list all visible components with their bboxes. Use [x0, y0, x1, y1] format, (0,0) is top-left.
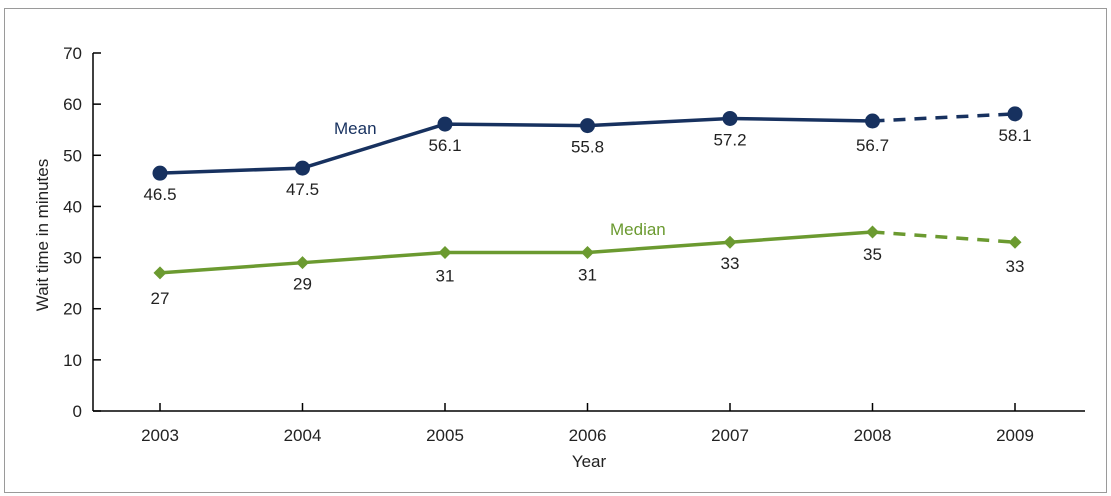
- y-tick-label: 50: [63, 146, 82, 165]
- data-label-median: 31: [578, 265, 597, 284]
- axes: 0 10 20 30 40 50 60 70 2003 2004 2005 2006 2007 2008 2…: [63, 44, 1085, 445]
- x-tick-label: 2003: [141, 426, 179, 445]
- data-label-mean: 57.2: [713, 130, 746, 149]
- data-label-median: 33: [721, 254, 740, 273]
- series-label-mean: Mean: [334, 119, 377, 138]
- data-label-mean: 55.8: [571, 138, 604, 157]
- x-tick-label: 2007: [711, 426, 749, 445]
- y-tick-label: 40: [63, 197, 82, 216]
- data-label-median: 33: [1006, 257, 1025, 276]
- data-point-median: [153, 266, 167, 280]
- data-label-median: 31: [436, 266, 455, 285]
- series-line-dashed-median: [872, 230, 1016, 244]
- y-tick-label: 60: [63, 95, 82, 114]
- data-label-mean: 46.5: [143, 185, 176, 204]
- data-point-mean: [295, 160, 310, 176]
- data-label-median: 29: [293, 275, 312, 294]
- data-point-median: [581, 245, 594, 259]
- data-point-median: [1008, 235, 1022, 249]
- data-label-mean: 47.5: [286, 180, 319, 199]
- series-line-mean: [159, 116, 873, 175]
- y-tick-label: 0: [73, 402, 82, 421]
- data-label-mean: 56.7: [856, 136, 889, 155]
- data-point-mean: [1007, 106, 1023, 122]
- data-point-mean: [580, 118, 595, 134]
- data-point-median: [866, 225, 879, 239]
- data-point-median: [723, 235, 737, 249]
- data-point-mean: [865, 113, 880, 129]
- data-label-mean: 56.1: [428, 136, 461, 155]
- x-tick-label: 2008: [854, 426, 892, 445]
- y-tick-label: 20: [63, 300, 82, 319]
- y-tick-label: 70: [63, 44, 82, 63]
- chart-frame: [4, 8, 1107, 493]
- x-tick-label: 2009: [996, 426, 1034, 445]
- data-labels: 46.5 47.5 56.1 55.8 57.2 56.7 58.1 27 29 31 31 33 35…: [143, 126, 1031, 308]
- data-label-median: 35: [863, 245, 882, 264]
- data-point-median: [296, 256, 309, 270]
- data-point-mean: [437, 116, 453, 132]
- series-line-dashed-mean: [872, 112, 1016, 123]
- series-lines: [159, 112, 1016, 275]
- data-label-median: 27: [151, 289, 170, 308]
- data-point-median: [438, 245, 452, 259]
- data-label-mean: 58.1: [998, 126, 1031, 145]
- x-tick-label: 2005: [426, 426, 464, 445]
- y-tick-label: 30: [63, 249, 82, 268]
- y-axis-title: Wait time in minutes: [33, 159, 52, 311]
- x-tick-label: 2006: [569, 426, 607, 445]
- series-line-median: [159, 230, 873, 275]
- series-label-median: Median: [610, 220, 666, 239]
- x-tick-label: 2004: [284, 426, 322, 445]
- x-axis-title: Year: [572, 452, 607, 471]
- series-markers: [152, 106, 1023, 280]
- data-point-mean: [722, 110, 738, 126]
- y-tick-label: 10: [63, 351, 82, 370]
- data-point-mean: [152, 165, 168, 181]
